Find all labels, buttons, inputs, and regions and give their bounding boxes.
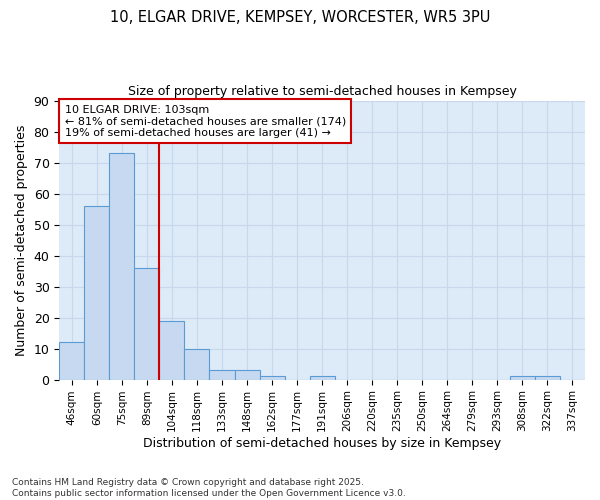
Y-axis label: Number of semi-detached properties: Number of semi-detached properties <box>15 124 28 356</box>
X-axis label: Distribution of semi-detached houses by size in Kempsey: Distribution of semi-detached houses by … <box>143 437 501 450</box>
Bar <box>85 206 109 380</box>
Bar <box>160 320 184 380</box>
Bar <box>59 342 85 380</box>
Text: Contains HM Land Registry data © Crown copyright and database right 2025.
Contai: Contains HM Land Registry data © Crown c… <box>12 478 406 498</box>
Text: 10, ELGAR DRIVE, KEMPSEY, WORCESTER, WR5 3PU: 10, ELGAR DRIVE, KEMPSEY, WORCESTER, WR5… <box>110 10 490 25</box>
Bar <box>109 154 134 380</box>
Bar <box>209 370 235 380</box>
Bar <box>260 376 284 380</box>
Bar <box>134 268 160 380</box>
Bar <box>510 376 535 380</box>
Bar <box>310 376 335 380</box>
Title: Size of property relative to semi-detached houses in Kempsey: Size of property relative to semi-detach… <box>128 85 517 98</box>
Bar <box>184 348 209 380</box>
Bar <box>535 376 560 380</box>
Text: 10 ELGAR DRIVE: 103sqm
← 81% of semi-detached houses are smaller (174)
19% of se: 10 ELGAR DRIVE: 103sqm ← 81% of semi-det… <box>65 104 346 138</box>
Bar <box>235 370 260 380</box>
